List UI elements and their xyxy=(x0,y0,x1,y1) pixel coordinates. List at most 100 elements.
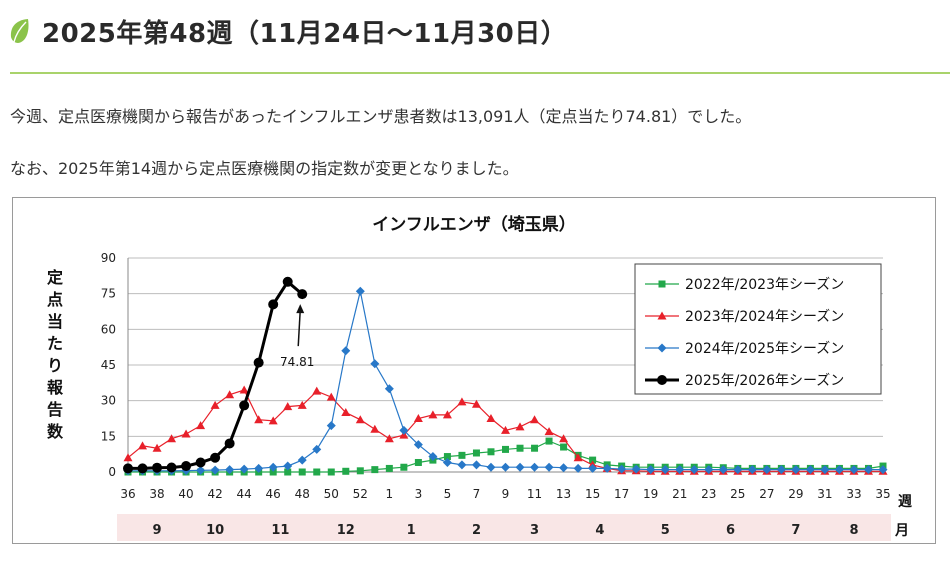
leaf-icon xyxy=(10,19,29,43)
data-point xyxy=(428,410,438,419)
x-tick-label: 50 xyxy=(324,487,339,501)
data-point xyxy=(762,465,772,475)
page-title: 2025年第48週（11月24日～11月30日） xyxy=(42,18,568,49)
x-tick-label: 48 xyxy=(295,487,310,501)
data-point xyxy=(210,452,221,463)
summary-paragraph: 今週、定点医療機関から報告があったインフルエンザ患者数は13,091人（定点当た… xyxy=(10,107,752,126)
page-header: 2025年第48週（11月24日～11月30日） xyxy=(8,6,567,56)
data-point xyxy=(313,468,321,476)
data-point xyxy=(718,465,728,475)
data-point xyxy=(370,359,380,369)
data-point xyxy=(326,421,336,431)
data-point xyxy=(253,357,264,368)
data-series xyxy=(123,276,888,476)
month-band: 9 10 11 12 1 2 3 4 5 6 7 8 xyxy=(117,514,891,541)
data-point xyxy=(210,400,220,409)
data-point xyxy=(747,465,757,475)
x-tick-label: 38 xyxy=(149,487,164,501)
data-point xyxy=(298,468,306,476)
x-tick-label: 19 xyxy=(643,487,658,501)
series-triangle xyxy=(123,385,888,475)
data-point xyxy=(502,445,509,453)
chart-title: インフルエンザ（埼玉県） xyxy=(372,214,576,235)
note-paragraph: なお、2025年第14週から定点医療機関の指定数が変更となりました。 xyxy=(10,159,519,178)
data-point xyxy=(588,463,598,473)
y-axis-label-char: 告 xyxy=(47,400,63,419)
y-axis-label-char: 報 xyxy=(47,378,64,397)
data-point xyxy=(657,311,667,320)
data-point xyxy=(878,465,888,475)
data-point xyxy=(776,465,786,475)
data-point xyxy=(573,463,583,473)
month-label: 8 xyxy=(849,523,858,538)
data-point xyxy=(443,453,451,461)
data-point xyxy=(355,286,365,296)
data-point xyxy=(486,462,496,472)
grid-lines xyxy=(127,257,883,473)
data-point xyxy=(268,299,279,310)
data-point xyxy=(283,402,293,411)
x-tick-label: 3 xyxy=(415,487,423,501)
x-tick-label: 7 xyxy=(473,487,481,501)
y-axis-label-char: り xyxy=(47,356,63,375)
data-point xyxy=(413,414,423,422)
data-point xyxy=(269,468,277,476)
y-axis-label-char: 数 xyxy=(47,422,64,441)
data-point xyxy=(137,463,148,474)
data-point xyxy=(196,421,206,430)
month-label: 9 xyxy=(153,523,162,538)
data-point xyxy=(239,385,249,394)
data-point xyxy=(414,458,422,466)
month-label: 2 xyxy=(472,523,481,538)
x-tick-label: 44 xyxy=(237,487,252,501)
x-tick-label: 35 xyxy=(875,487,890,501)
data-point xyxy=(501,425,510,434)
data-point xyxy=(312,386,322,395)
data-point xyxy=(297,400,307,409)
data-point xyxy=(167,434,177,443)
data-point xyxy=(515,462,525,472)
data-point xyxy=(254,463,264,473)
month-label: 1 xyxy=(407,523,416,538)
legend-box xyxy=(634,263,882,395)
data-point xyxy=(166,462,177,473)
month-band-background xyxy=(117,514,891,541)
data-point xyxy=(471,399,481,408)
data-point xyxy=(442,457,452,467)
y-tick-label: 15 xyxy=(101,429,116,443)
data-point xyxy=(384,384,394,394)
x-tick-label: 25 xyxy=(730,487,745,501)
data-point xyxy=(458,451,466,459)
data-point xyxy=(704,465,714,475)
annotation-arrow-head xyxy=(296,304,305,314)
data-point xyxy=(428,452,438,462)
chart-frame: インフルエンザ（埼玉県） 定点当たり報告数 0 15 30 45 60 75 90 36 38… xyxy=(12,197,936,544)
legend-entry: 2023年/2024年シーズン xyxy=(685,309,844,325)
data-point xyxy=(385,464,393,472)
title-divider xyxy=(10,72,950,74)
x-tick-label: 9 xyxy=(502,487,510,501)
data-point xyxy=(820,465,830,475)
x-tick-label: 36 xyxy=(120,487,135,501)
legend-entry: 2022年/2023年シーズン xyxy=(685,277,844,293)
data-point xyxy=(531,444,539,452)
annotation-arrow-shaft xyxy=(297,310,301,347)
data-point xyxy=(254,415,264,424)
data-point xyxy=(341,346,351,356)
data-point xyxy=(791,465,801,475)
month-label: 3 xyxy=(530,523,539,538)
legend: 2022年/2023年シーズン 2023年/2024年シーズン 2024年/2025… xyxy=(634,263,882,395)
data-point xyxy=(660,465,670,475)
data-point xyxy=(515,422,525,431)
x-tick-label: 5 xyxy=(444,487,452,501)
month-label: 5 xyxy=(661,523,670,538)
x-tick-label: 15 xyxy=(585,487,600,501)
x-tick-label: 23 xyxy=(701,487,716,501)
data-point xyxy=(658,280,666,288)
data-point xyxy=(559,434,569,443)
data-point xyxy=(501,462,510,472)
data-point xyxy=(356,467,364,475)
data-point xyxy=(559,463,569,473)
data-point xyxy=(195,457,206,468)
month-label: 11 xyxy=(271,523,289,538)
